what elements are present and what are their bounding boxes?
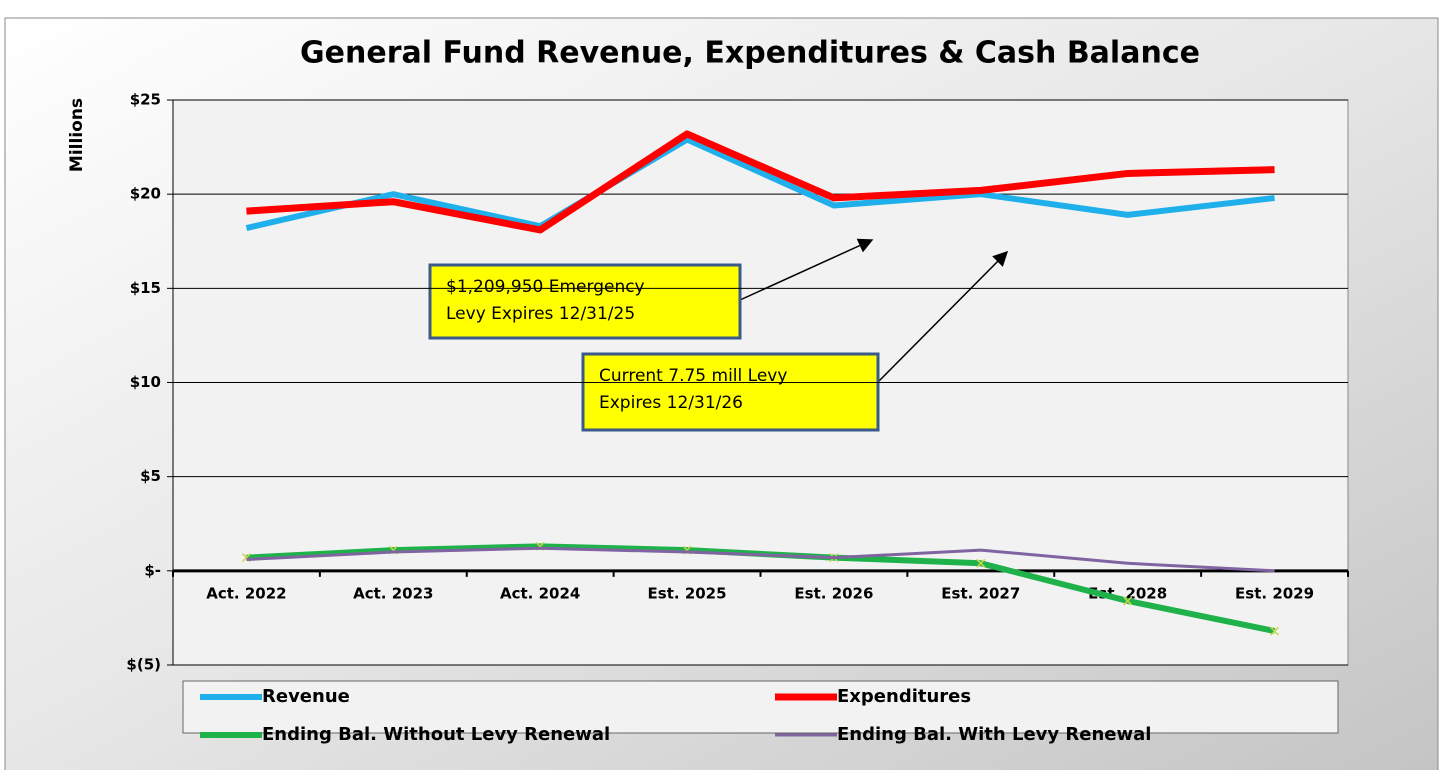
y-tick-label: $10: [130, 373, 161, 391]
annotation-box: [428, 263, 742, 340]
y-axis-label: Millions: [67, 98, 87, 172]
arrow: [739, 238, 874, 301]
legend-label: Ending Bal. With Levy Renewal: [837, 724, 1151, 745]
y-tick-label: $-: [144, 561, 161, 579]
arrow: [877, 250, 1009, 383]
annotation-box: [581, 352, 880, 432]
x-tick-label: Est. 2026: [794, 584, 873, 602]
x-tick-label: Est. 2027: [941, 584, 1020, 602]
y-tick-label: $25: [130, 91, 161, 109]
x-tick-label: Act. 2022: [206, 584, 286, 602]
x-tick-label: Act. 2024: [500, 584, 580, 602]
x-tick-label: Est. 2029: [1235, 584, 1314, 602]
series-line: [246, 130, 1275, 234]
annotation-text: Levy Expires 12/31/25: [446, 304, 635, 324]
annotation-text: $1,209,950 Emergency: [446, 277, 645, 297]
legend-label: Ending Bal. Without Levy Renewal: [262, 724, 610, 745]
annotations: $1,209,950 Emergency Levy Expires 12/31/2…: [428, 263, 880, 432]
series-line: [246, 546, 1275, 573]
annotation-text: Expires 12/31/26: [599, 393, 743, 413]
x-tick-label: Est. 2025: [648, 584, 727, 602]
y-tick-label: $(5): [126, 656, 161, 674]
y-tick-label: $5: [140, 467, 161, 485]
point-marker: [1270, 626, 1280, 636]
legend-label: Revenue: [262, 686, 350, 707]
legend-label: Expenditures: [837, 686, 971, 707]
y-tick-label: $15: [130, 279, 161, 297]
x-tick-label: Act. 2023: [353, 584, 433, 602]
y-tick-label: $20: [130, 185, 161, 203]
point-marker: [976, 558, 986, 568]
series-line: [245, 136, 1275, 231]
annotation-text: Current 7.75 mill Levy: [599, 366, 787, 386]
chart-title: General Fund Revenue, Expenditures & Cas…: [300, 36, 1200, 71]
legend: [182, 680, 1339, 734]
point-marker: [1123, 596, 1133, 606]
